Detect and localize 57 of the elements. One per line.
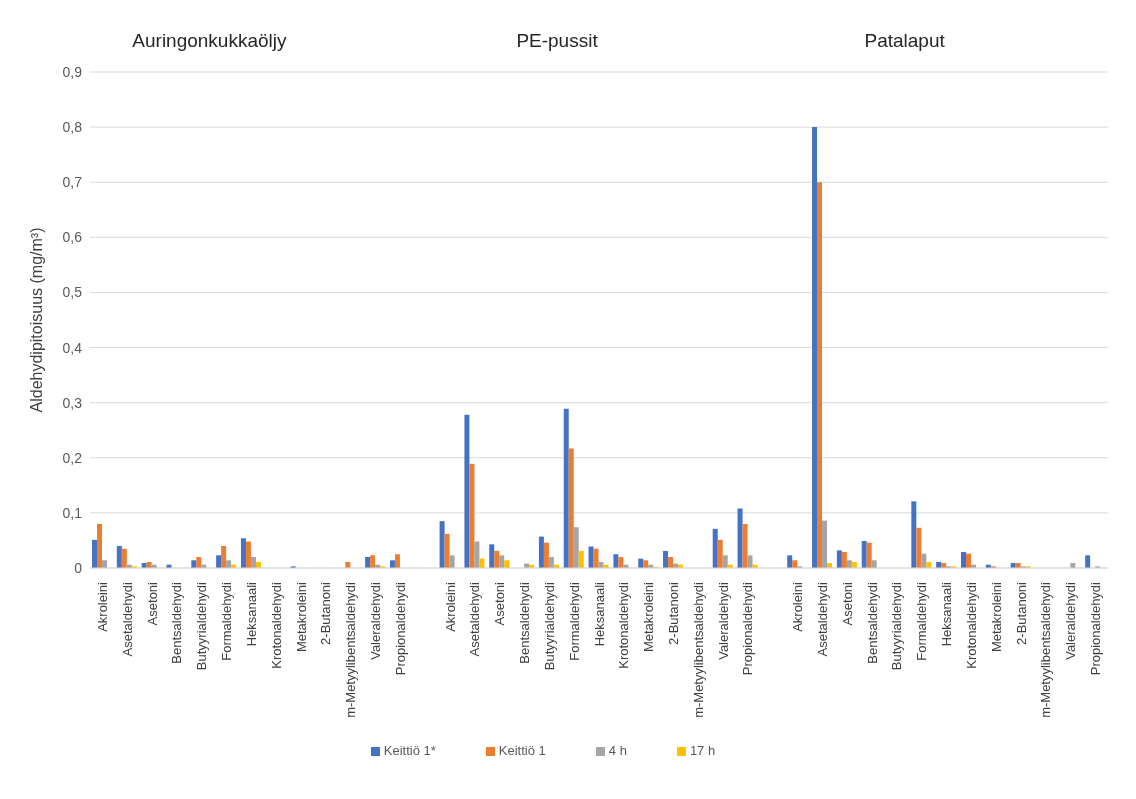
x-tick-label: Valeraldehydi	[715, 581, 731, 660]
x-tick-label: m-Metyylibentsaldehydi	[343, 581, 359, 718]
y-tick-label: 0,8	[62, 119, 83, 136]
x-tick-label: 2-Butanoni	[1013, 581, 1029, 645]
x-tick-label: Asetaldehydi	[467, 581, 483, 657]
y-tick-label: 0,1	[62, 504, 83, 521]
x-tick-label: 2-Butanoni	[665, 581, 681, 645]
y-tick-label: 0,6	[62, 229, 83, 246]
text: PE-pussit	[515, 30, 599, 52]
x-tick-label: Propionaldehydi	[392, 581, 408, 676]
legend-label: Keittiö 1	[498, 743, 546, 758]
x-tick-label: Krotonaldehydi	[963, 581, 979, 669]
y-tick-label: 0,5	[62, 284, 83, 301]
x-tick-label: m-Metyylibentsaldehydi	[690, 581, 706, 718]
x-tick-label: Asetaldehydi	[119, 581, 135, 657]
x-tick-label: 2-Butanoni	[318, 581, 334, 645]
text: Patalaput	[863, 30, 946, 52]
legend-label: Keittiö 1*	[383, 743, 436, 758]
x-tick-label: Formaldehydi	[914, 581, 930, 661]
x-tick-label: Metakroleini	[641, 581, 657, 653]
x-tick-label: Butyyrialdehydi	[889, 581, 905, 671]
x-tick-label: Heksanaali	[591, 581, 607, 647]
y-tick-label: 0,4	[62, 339, 83, 356]
y-tick-label: 0,7	[62, 174, 83, 191]
x-tick-label: Asetoni	[492, 581, 508, 626]
x-tick-label: Formaldehydi	[219, 581, 235, 661]
x-tick-label: Butyyrialdehydi	[194, 581, 210, 671]
x-tick-label: Valeraldehydi	[1063, 581, 1079, 660]
x-tick-label: Heksanaali	[939, 581, 955, 647]
x-tick-label: Akroleini	[94, 581, 110, 632]
y-tick-label: 0,3	[62, 394, 83, 411]
x-tick-label: Propionaldehydi	[1088, 581, 1104, 676]
x-tick-label: Propionaldehydi	[740, 581, 756, 676]
x-tick-label: Formaldehydi	[566, 581, 582, 661]
y-axis-title: Aldehydipitoisuus (mg/m³)	[27, 227, 45, 413]
x-tick-label: Metakroleini	[293, 581, 309, 653]
x-tick-label: Krotonaldehydi	[616, 581, 632, 669]
x-tick-label: Asetoni	[144, 581, 160, 626]
y-tick-label: 0,2	[62, 449, 83, 466]
x-tick-label: Heksanaali	[243, 581, 259, 647]
x-tick-label: Bentsaldehydi	[169, 581, 185, 664]
x-tick-label: Asetaldehydi	[814, 581, 830, 657]
legend-label: 17 h	[689, 743, 716, 758]
y-tick-label: 0	[74, 559, 83, 576]
x-tick-label: Akroleini	[790, 581, 806, 632]
x-tick-label: Bentsaldehydi	[517, 581, 533, 664]
x-tick-label: Bentsaldehydi	[864, 581, 880, 664]
x-tick-label: Metakroleini	[988, 581, 1004, 653]
text: Auringonkukkaöljy	[131, 30, 288, 52]
x-tick-label: Butyyrialdehydi	[541, 581, 557, 671]
x-tick-label: m-Metyylibentsaldehydi	[1038, 581, 1054, 718]
x-tick-label: Valeraldehydi	[368, 581, 384, 660]
x-tick-label: Krotonaldehydi	[268, 581, 284, 669]
x-tick-label: Asetoni	[839, 581, 855, 626]
legend-label: 4 h	[608, 743, 627, 758]
y-tick-label: 0,9	[62, 63, 83, 80]
x-tick-label: Akroleini	[442, 581, 458, 632]
